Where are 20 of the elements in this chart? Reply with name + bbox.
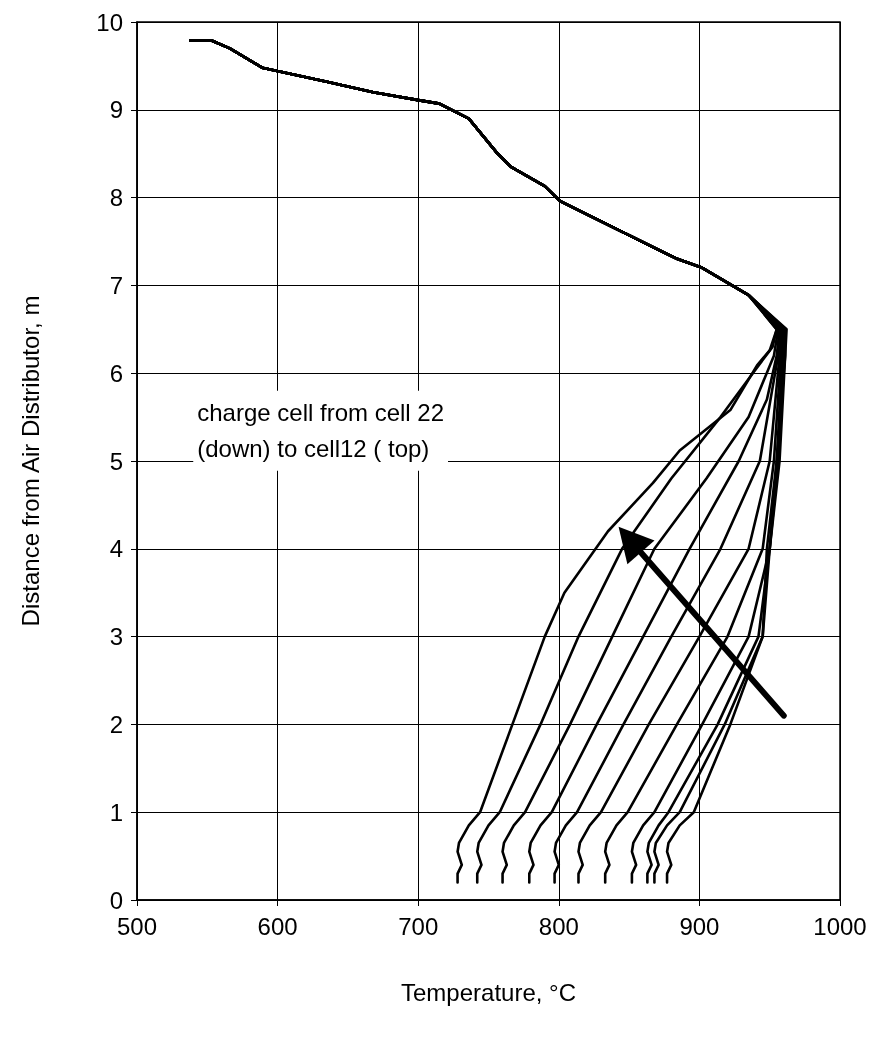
x-tick-label: 1000	[813, 912, 867, 940]
x-tick-label: 700	[398, 912, 439, 940]
y-tick-label: 6	[109, 359, 123, 387]
y-tick-label: 5	[109, 447, 123, 475]
y-tick-label: 0	[109, 886, 123, 914]
y-tick-label: 7	[109, 271, 123, 299]
y-tick-label: 9	[109, 96, 123, 124]
annotation: charge cell from cell 22 (down) to cell12 ( top)	[197, 399, 445, 463]
y-tick-label: 2	[109, 710, 123, 738]
y-tick-label: 8	[109, 184, 123, 212]
y-tick-label: 10	[96, 8, 123, 36]
x-tick-label: 900	[679, 912, 720, 940]
x-tick-label: 600	[257, 912, 298, 940]
y-tick-label: 4	[109, 535, 123, 563]
y-tick-label: 1	[109, 798, 123, 826]
y-tick-label: 3	[109, 623, 123, 651]
x-tick-label: 500	[116, 912, 158, 940]
y-axis-title: Distance from Air Distributor, m	[16, 295, 44, 627]
x-axis-title: Temperature, °C	[401, 978, 576, 1006]
x-tick-label: 800	[538, 912, 579, 940]
